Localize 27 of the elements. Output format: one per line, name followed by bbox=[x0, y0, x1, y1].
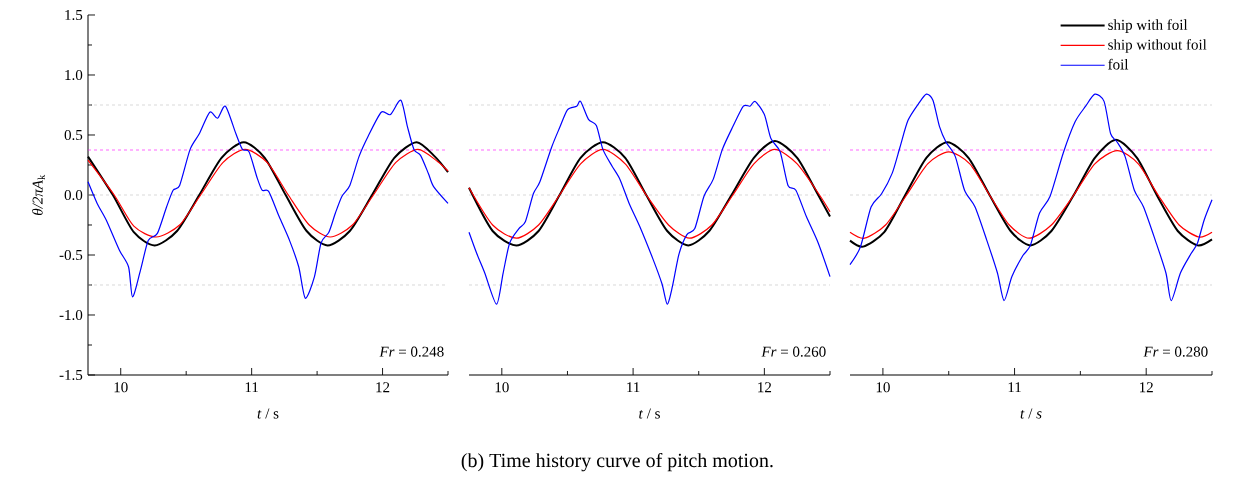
y-tick-label: -0.5 bbox=[59, 249, 83, 261]
y-tick-label: 1.0 bbox=[65, 69, 83, 81]
x-tick-label: 11 bbox=[627, 382, 640, 393]
y-tick-label: -1.5 bbox=[59, 369, 83, 381]
x-tick-label: 12 bbox=[1140, 382, 1153, 393]
x-axis-title: t / s bbox=[1020, 408, 1042, 419]
x-tick-label: 11 bbox=[1008, 382, 1021, 393]
x-axis-title: t / s bbox=[257, 408, 279, 419]
legend-label: ship with foil bbox=[1108, 19, 1188, 33]
x-tick-label: 12 bbox=[376, 382, 390, 393]
y-axis-title: θ/2πA$_{k}$ bbox=[32, 174, 45, 216]
y-tick-label: 0.5 bbox=[64, 129, 83, 141]
legend-label: ship without foil bbox=[1108, 39, 1207, 53]
legend-label: foil bbox=[1108, 58, 1129, 70]
x-tick-label: 10 bbox=[495, 382, 509, 393]
x-tick-label: 10 bbox=[876, 382, 890, 393]
y-tick-label: -1.0 bbox=[59, 309, 83, 321]
annotation: Fr = 0.260 bbox=[761, 346, 826, 357]
x-tick-label: 11 bbox=[245, 382, 258, 393]
x-axis-title: t / s bbox=[639, 408, 660, 419]
text: (b) Time history curve of pitch motion. bbox=[461, 452, 773, 472]
y-tick-label: 0.0 bbox=[64, 189, 83, 201]
y-tick-label: 1.5 bbox=[65, 9, 83, 21]
annotation: Fr = 0.248 bbox=[379, 346, 444, 357]
x-tick-label: 12 bbox=[758, 382, 772, 393]
annotation: Fr = 0.280 bbox=[1143, 346, 1208, 357]
x-tick-label: 10 bbox=[114, 382, 128, 393]
